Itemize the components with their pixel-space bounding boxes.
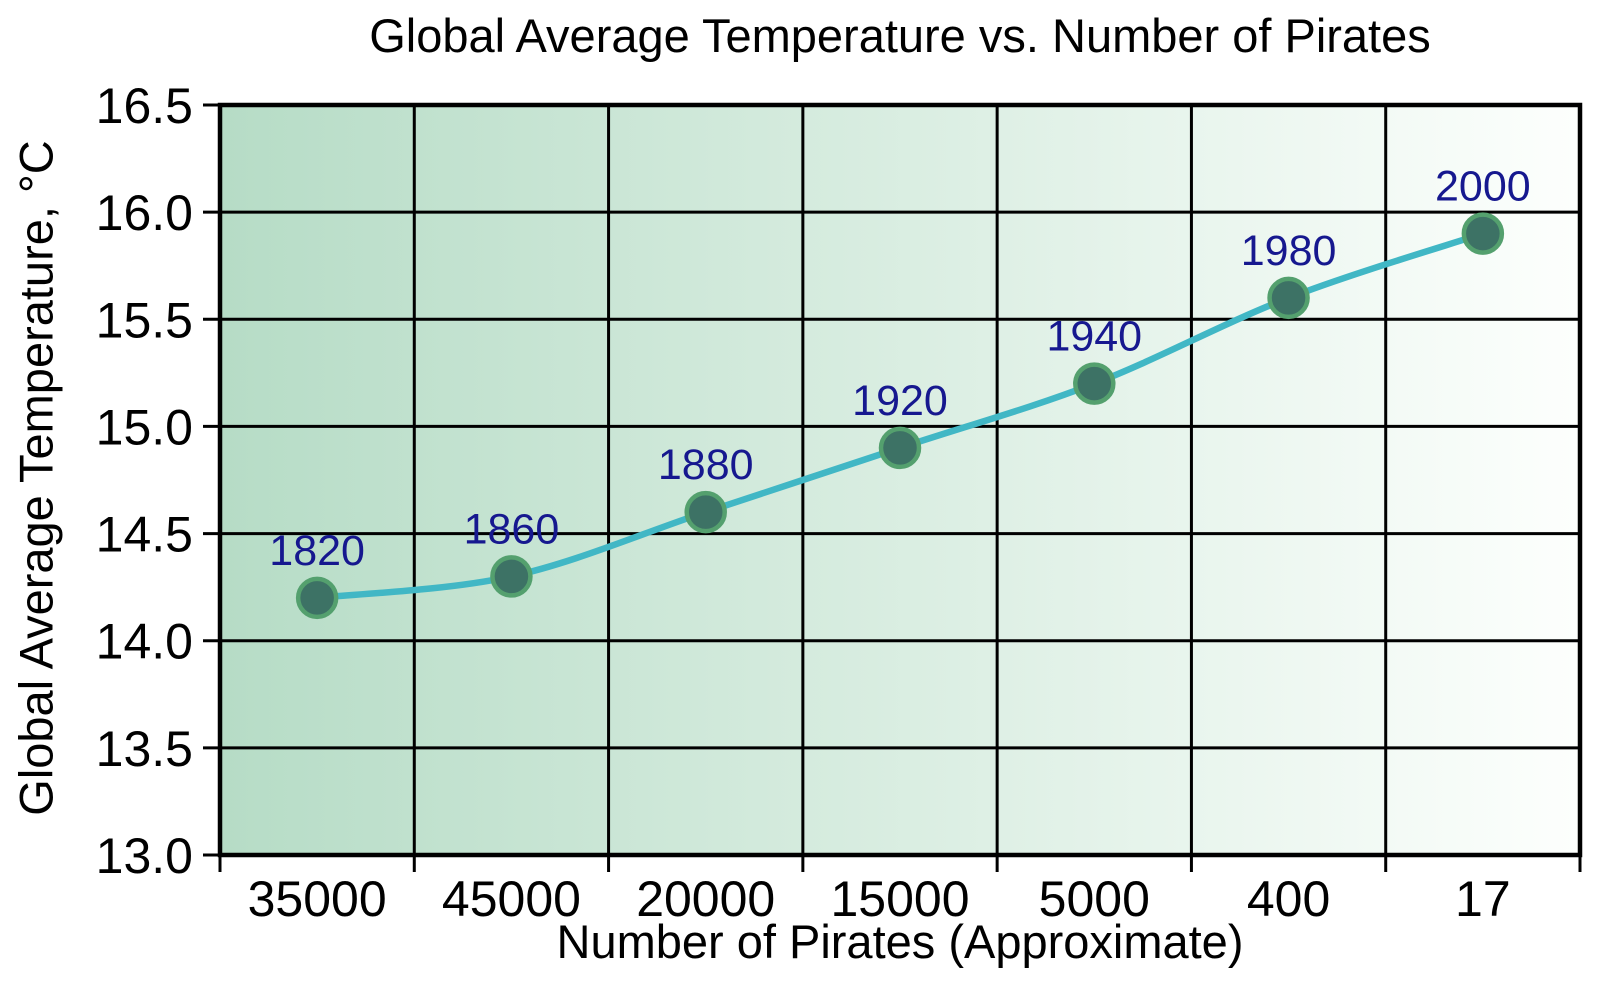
- data-point-1860: [490, 555, 533, 598]
- year-label-1820: 1820: [269, 527, 365, 575]
- x-tick-label: 400: [1247, 871, 1330, 927]
- plot-area-background: [220, 105, 1580, 855]
- year-label-1880: 1880: [658, 441, 754, 489]
- plot-border-rect: [217, 102, 1583, 858]
- y-tick-label: 13.0: [96, 828, 193, 884]
- x-axis-label: Number of Pirates (Approximate): [556, 915, 1244, 968]
- data-points: [295, 212, 1505, 620]
- data-point-1920: [878, 426, 922, 470]
- year-labels: 1820 1860 1880 1920 1940 1980 2000: [269, 163, 1530, 575]
- data-point-1940: [1073, 362, 1116, 405]
- year-label-1940: 1940: [1046, 313, 1142, 361]
- chart-title: Global Average Temperature vs. Number of…: [369, 9, 1431, 62]
- data-point-2000: [1461, 212, 1505, 255]
- x-tick-label: 17: [1455, 871, 1511, 927]
- x-tick-labels: 35000 45000 20000 15000 5000 400 17: [248, 871, 1511, 927]
- y-tick-label: 15.0: [96, 399, 193, 455]
- x-tick-label: 5000: [1039, 871, 1150, 927]
- plot-background-rect: [220, 105, 1580, 855]
- y-tick-label: 16.0: [96, 185, 193, 241]
- y-tick-label: 16.5: [96, 78, 193, 134]
- year-label-1860: 1860: [464, 505, 560, 553]
- x-tick-label: 45000: [442, 871, 581, 927]
- y-tick-label: 14.0: [96, 614, 193, 670]
- data-point-1980: [1267, 276, 1310, 320]
- plot-border: [217, 102, 1583, 858]
- y-tick-labels: 16.5 16.0 15.5 15.0 14.5 14.0 13.5 13.0: [96, 78, 193, 884]
- x-tick-label: 15000: [830, 871, 969, 927]
- y-tick-label: 14.5: [96, 507, 193, 563]
- x-tick-label: 35000: [248, 871, 387, 927]
- y-axis-label: Global Average Temperature, °C: [9, 140, 63, 816]
- data-point-1880: [684, 490, 727, 534]
- data-point-1820: [295, 576, 339, 620]
- axis-tick-marks: [203, 103, 1582, 872]
- year-label-2000: 2000: [1435, 163, 1531, 211]
- year-label-1980: 1980: [1241, 227, 1337, 275]
- y-tick-label: 13.5: [96, 721, 193, 777]
- x-tick-label: 20000: [636, 871, 775, 927]
- y-tick-label: 15.5: [96, 292, 193, 348]
- year-label-1920: 1920: [852, 377, 948, 425]
